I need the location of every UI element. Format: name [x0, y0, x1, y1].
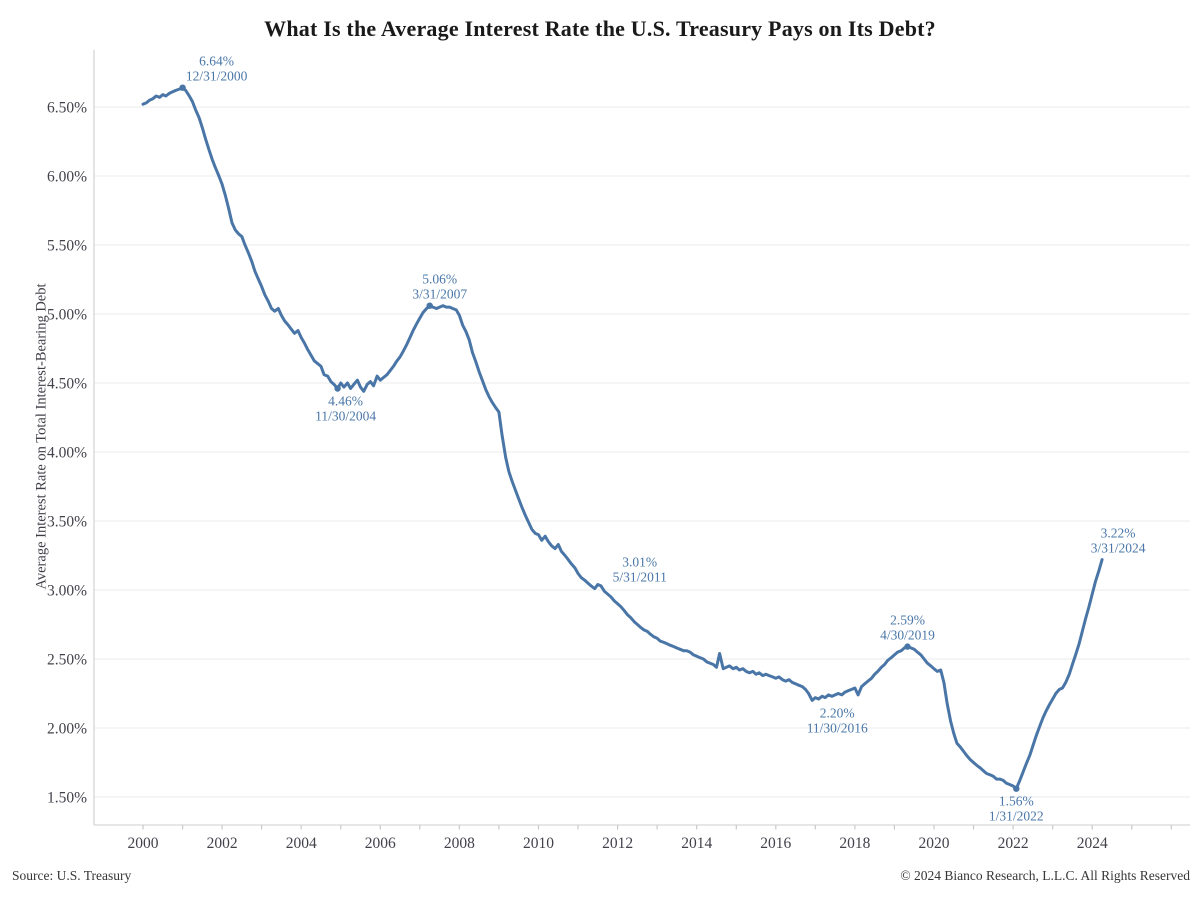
y-tick-label: 1.50% [47, 790, 87, 807]
y-tick-label: 2.50% [47, 652, 87, 669]
annotation-dot [904, 643, 911, 650]
annotation-value: 1.56% [999, 794, 1034, 809]
y-tick-label: 6.50% [47, 100, 87, 117]
annotation-date: 3/31/2007 [412, 287, 467, 302]
x-tick-label: 2022 [998, 835, 1029, 852]
annotation-date: 1/31/2022 [989, 809, 1044, 824]
x-tick-label: 2008 [444, 835, 475, 852]
y-tick-label: 4.50% [47, 376, 87, 393]
annotation-value: 3.22% [1101, 526, 1136, 541]
interest-rate-line-chart: 1.50% 2.00% 2.50% 3.00% 3.50% 4.00% 4.50% 5.00%… [47, 50, 1190, 852]
y-tick-label: 6.00% [47, 169, 87, 186]
x-tick-label: 2012 [602, 835, 633, 852]
x-tick-label: 2000 [128, 835, 159, 852]
y-tick-label: 5.00% [47, 307, 87, 324]
annotation-dot [179, 84, 186, 91]
annotation-dot [1013, 785, 1020, 792]
page-title: What Is the Average Interest Rate the U.… [264, 16, 936, 41]
annotation-date: 4/30/2019 [880, 628, 935, 643]
y-tick-label: 5.50% [47, 238, 87, 255]
y-tick-label: 2.00% [47, 721, 87, 738]
annotation-value: 2.20% [820, 705, 855, 720]
annotation-value: 4.46% [328, 394, 363, 409]
y-tick-label: 3.00% [47, 583, 87, 600]
y-tick-label: 3.50% [47, 514, 87, 531]
x-tick-label: 2016 [760, 835, 791, 852]
annotation-date: 11/30/2016 [807, 720, 868, 735]
rate-line [141, 86, 1104, 791]
x-tick-label: 2010 [523, 835, 554, 852]
annotation-value: 2.59% [890, 613, 925, 628]
annotation-value: 5.06% [422, 272, 457, 287]
annotation-dot [334, 385, 341, 392]
annotation-value: 6.64% [199, 54, 234, 69]
annotation-date: 11/30/2004 [315, 409, 376, 424]
x-tick-label: 2014 [681, 835, 712, 852]
copyright-note: © 2024 Bianco Research, L.L.C. All Right… [900, 868, 1190, 883]
x-tick-label: 2018 [839, 835, 870, 852]
y-tick-label: 4.00% [47, 445, 87, 462]
x-tick-label: 2002 [207, 835, 238, 852]
x-tick-label: 2024 [1077, 835, 1108, 852]
x-tick-label: 2006 [365, 835, 396, 852]
source-note: Source: U.S. Treasury [12, 868, 132, 883]
x-tick-label: 2020 [919, 835, 950, 852]
annotation-value: 3.01% [622, 555, 657, 570]
annotation-date: 3/31/2024 [1091, 541, 1146, 556]
annotation-date: 12/31/2000 [186, 69, 248, 84]
x-tick-label: 2004 [286, 835, 317, 852]
annotation-dot [426, 302, 433, 309]
annotation-date: 5/31/2011 [613, 570, 667, 585]
